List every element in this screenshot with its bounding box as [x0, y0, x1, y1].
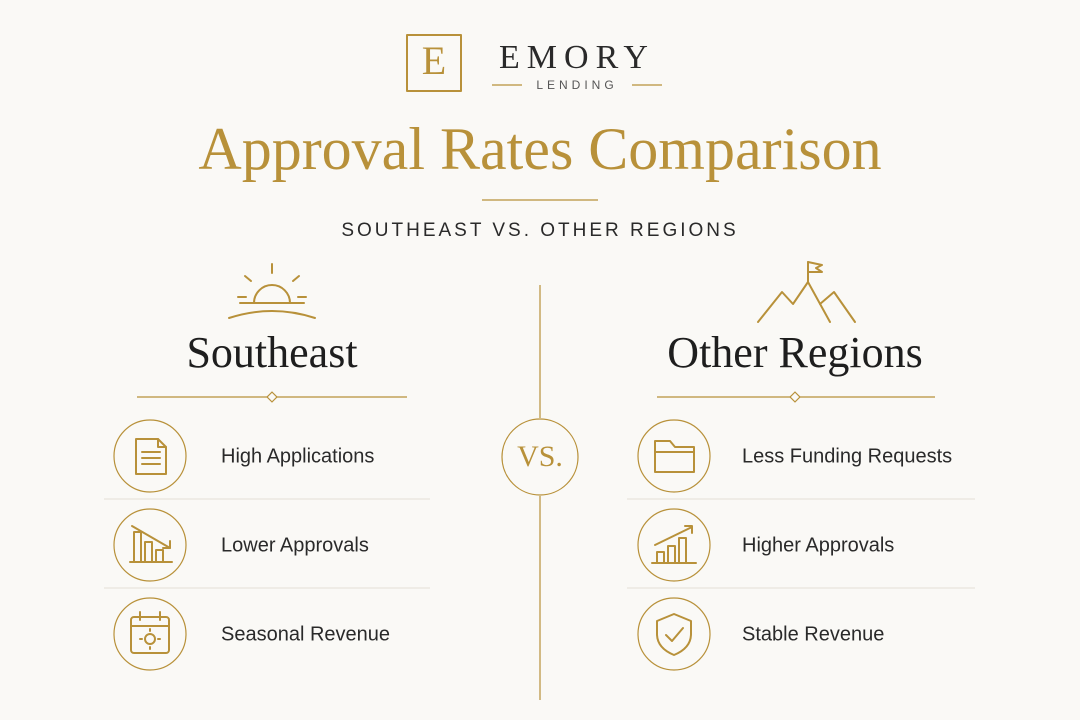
calendar-icon — [130, 611, 170, 654]
logo-box — [406, 34, 462, 92]
column-heading: Southeast — [186, 328, 357, 377]
diamond — [789, 391, 801, 403]
item-icon-circle — [113, 508, 187, 582]
item-label: Higher Approvals — [742, 534, 894, 556]
diamond — [266, 391, 278, 403]
shield-icon — [656, 613, 692, 656]
folder-icon — [654, 440, 695, 473]
item-icon-circle — [637, 508, 711, 582]
sun-icon — [228, 263, 316, 319]
item-icon-circle — [637, 419, 711, 493]
item-label: Stable Revenue — [742, 623, 884, 645]
vs-circle — [501, 418, 579, 496]
item-icon-circle — [113, 597, 187, 671]
mountain-icon — [757, 261, 856, 323]
item-label: Less Funding Requests — [742, 445, 952, 467]
column-heading: Other Regions — [667, 328, 922, 377]
item-label: Seasonal Revenue — [221, 623, 390, 645]
logo-subname: LENDING — [536, 78, 617, 92]
subtitle: SOUTHEAST VS. OTHER REGIONS — [341, 220, 738, 241]
item-icon-circle — [637, 597, 711, 671]
declining-chart-icon — [129, 525, 173, 563]
item-label: Lower Approvals — [221, 534, 369, 556]
document-icon — [135, 438, 167, 475]
vs-label: VS. — [517, 440, 563, 473]
item-label: High Applications — [221, 445, 374, 467]
item-icon-circle — [113, 419, 187, 493]
rising-chart-icon — [651, 525, 697, 564]
logo-name: EMORY — [499, 39, 655, 76]
title: Approval Rates Comparison — [198, 116, 881, 182]
logo-letter: E — [422, 38, 446, 83]
